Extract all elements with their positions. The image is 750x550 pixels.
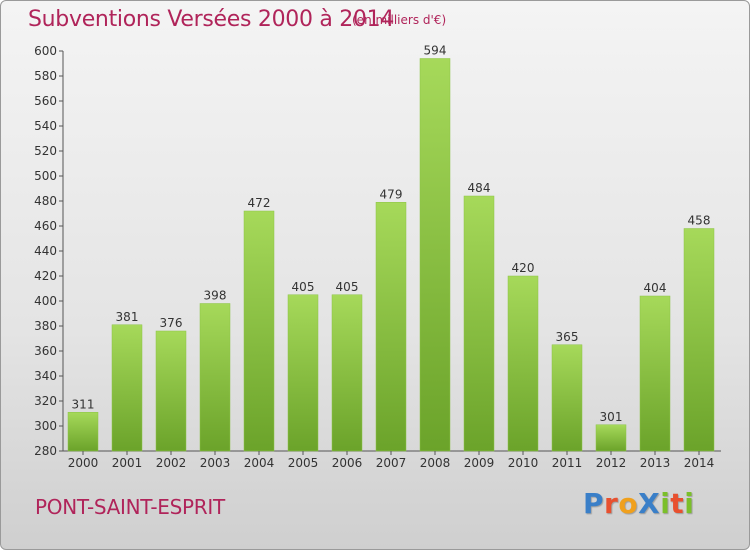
y-tick-label: 320: [34, 394, 57, 408]
y-tick-label: 500: [34, 169, 57, 183]
y-tick-label: 300: [34, 419, 57, 433]
y-tick-label: 380: [34, 319, 57, 333]
x-tick-label: 2011: [552, 456, 583, 470]
bar: [683, 228, 715, 452]
bar: [375, 202, 407, 452]
y-tick-label: 480: [34, 194, 57, 208]
bar-value-label: 472: [248, 196, 271, 210]
bar: [67, 412, 99, 452]
x-tick-label: 2001: [112, 456, 143, 470]
bar-value-label: 405: [336, 280, 359, 294]
x-tick-label: 2012: [596, 456, 627, 470]
logo-letter: o: [618, 487, 639, 520]
x-tick-label: 2006: [332, 456, 363, 470]
x-tick-label: 2005: [288, 456, 319, 470]
bar-value-label: 404: [644, 281, 667, 295]
bar-value-label: 484: [468, 181, 491, 195]
bar-value-label: 301: [600, 410, 623, 424]
y-tick-label: 400: [34, 294, 57, 308]
x-tick-label: 2013: [640, 456, 671, 470]
bar: [243, 210, 275, 452]
bar-value-label: 594: [424, 44, 447, 58]
y-tick-label: 540: [34, 119, 57, 133]
bar: [199, 303, 231, 452]
bar-value-label: 405: [292, 280, 315, 294]
logo-letter: t: [670, 487, 685, 520]
bar-value-label: 376: [160, 316, 183, 330]
commune-name: PONT-SAINT-ESPRIT: [35, 495, 225, 519]
bar: [507, 275, 539, 452]
bar-value-label: 311: [72, 397, 95, 411]
logo-letter: X: [638, 487, 661, 520]
y-tick-label: 440: [34, 244, 57, 258]
x-tick-label: 2002: [156, 456, 187, 470]
bar: [639, 295, 671, 452]
y-tick-label: 580: [34, 69, 57, 83]
proxiti-logo[interactable]: ProXiti: [583, 487, 694, 520]
chart-unit: (en milliers d'€): [352, 13, 447, 27]
x-tick-label: 2003: [200, 456, 231, 470]
x-tick-label: 2004: [244, 456, 275, 470]
y-tick-label: 340: [34, 369, 57, 383]
bar-value-label: 479: [380, 187, 403, 201]
bar: [595, 424, 627, 452]
y-tick-label: 520: [34, 144, 57, 158]
y-tick-label: 280: [34, 444, 57, 458]
logo-letter: P: [583, 487, 605, 520]
logo-letter: i: [684, 487, 695, 520]
x-tick-label: 2010: [508, 456, 539, 470]
bar: [155, 330, 187, 452]
x-tick-label: 2008: [420, 456, 451, 470]
y-tick-label: 600: [34, 44, 57, 58]
chart-title: Subventions Versées 2000 à 2014: [28, 7, 395, 32]
x-tick-label: 2009: [464, 456, 495, 470]
bar: [287, 294, 319, 452]
x-tick-label: 2014: [684, 456, 715, 470]
logo-letter: i: [660, 487, 671, 520]
bar: [419, 58, 451, 452]
bar-value-label: 381: [116, 310, 139, 324]
bar-value-label: 420: [512, 261, 535, 275]
bar-value-label: 458: [688, 214, 711, 228]
y-tick-label: 460: [34, 219, 57, 233]
bar: [331, 294, 363, 452]
x-tick-label: 2007: [376, 456, 407, 470]
logo-letter: r: [604, 487, 619, 520]
bar: [463, 195, 495, 452]
x-tick-label: 2000: [68, 456, 99, 470]
bar-value-label: 398: [204, 289, 227, 303]
y-tick-label: 360: [34, 344, 57, 358]
bar: [111, 324, 143, 452]
bar-value-label: 365: [556, 330, 579, 344]
y-tick-label: 560: [34, 94, 57, 108]
bar: [551, 344, 583, 452]
y-tick-label: 420: [34, 269, 57, 283]
